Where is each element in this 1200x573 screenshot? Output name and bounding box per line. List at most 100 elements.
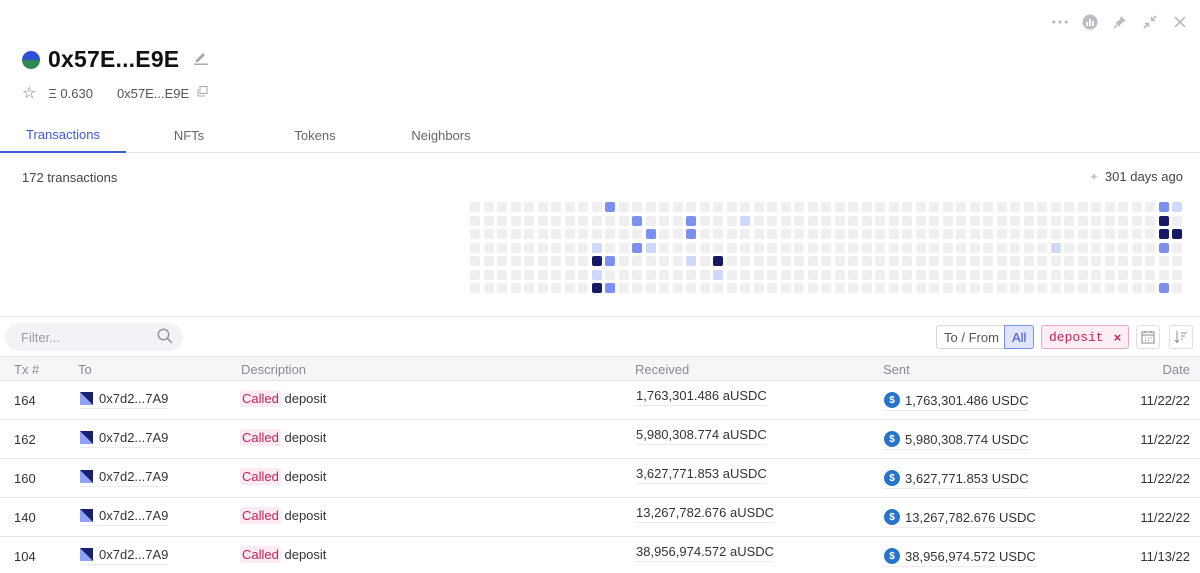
activity-cell bbox=[969, 256, 980, 266]
to-address: 0x7d2...7A9 bbox=[99, 508, 169, 523]
tab-tokens[interactable]: Tokens bbox=[294, 128, 336, 143]
activity-cell bbox=[686, 269, 696, 280]
tab-neighbors[interactable]: Neighbors bbox=[411, 128, 471, 143]
to-address-link[interactable]: 0x7d2...7A9 bbox=[80, 508, 169, 526]
activity-cell bbox=[1077, 269, 1088, 280]
activity-cell bbox=[1077, 229, 1088, 239]
sent-amount[interactable]: $3,627,771.853 USDC bbox=[884, 470, 1029, 489]
activity-cell-active[interactable] bbox=[686, 229, 696, 239]
activity-cell bbox=[1091, 283, 1101, 293]
to-address-link[interactable]: 0x7d2...7A9 bbox=[80, 547, 169, 565]
filter-input[interactable] bbox=[5, 323, 183, 351]
activity-cell-active[interactable] bbox=[591, 283, 602, 293]
star-icon[interactable]: ☆ bbox=[22, 85, 37, 102]
activity-cell-active[interactable] bbox=[1158, 242, 1169, 253]
all-toggle[interactable]: All bbox=[1004, 325, 1035, 349]
more-icon[interactable] bbox=[1052, 14, 1068, 30]
to-address-link[interactable]: 0x7d2...7A9 bbox=[80, 391, 169, 409]
activity-cell-active[interactable] bbox=[740, 215, 750, 226]
activity-cell bbox=[537, 283, 548, 293]
sent-amount[interactable]: $1,763,301.486 USDC bbox=[884, 392, 1029, 411]
remove-chip-icon[interactable]: × bbox=[1113, 329, 1122, 345]
sort-button[interactable] bbox=[1169, 325, 1193, 349]
activity-cell bbox=[524, 242, 534, 253]
activity-cell-active[interactable] bbox=[686, 215, 696, 226]
activity-cell bbox=[1050, 283, 1061, 293]
activity-cell bbox=[902, 242, 912, 253]
chart-icon[interactable] bbox=[1082, 14, 1098, 30]
header-tx[interactable]: Tx # bbox=[14, 362, 40, 377]
activity-cell bbox=[1077, 202, 1088, 212]
activity-cell bbox=[483, 229, 494, 239]
tab-nfts[interactable]: NFTs bbox=[173, 128, 205, 143]
activity-cell-active[interactable] bbox=[713, 269, 723, 280]
method-name: deposit bbox=[284, 391, 327, 406]
received-amount[interactable]: 3,627,771.853 aUSDC bbox=[636, 466, 767, 484]
header-description[interactable]: Description bbox=[241, 362, 307, 377]
sent-amount[interactable]: $13,267,782.676 USDC bbox=[884, 509, 1036, 528]
table-row[interactable]: 104 0x7d2...7A9 Called deposit 38,956,974.5… bbox=[0, 537, 1200, 573]
activity-cell-active[interactable] bbox=[1172, 229, 1182, 239]
search-icon[interactable] bbox=[157, 328, 173, 349]
activity-cell-active[interactable] bbox=[591, 242, 602, 253]
to-address-link[interactable]: 0x7d2...7A9 bbox=[80, 430, 169, 448]
activity-cell-active[interactable] bbox=[1050, 242, 1061, 253]
received-amount[interactable]: 1,763,301.486 aUSDC bbox=[636, 388, 767, 406]
collapse-icon[interactable] bbox=[1142, 14, 1158, 30]
activity-cell-active[interactable] bbox=[605, 202, 615, 212]
activity-cell-active[interactable] bbox=[1158, 202, 1169, 212]
activity-cell bbox=[564, 242, 575, 253]
deposit-filter-chip[interactable]: deposit × bbox=[1041, 325, 1130, 349]
activity-cell-active[interactable] bbox=[632, 215, 642, 226]
edit-icon[interactable] bbox=[193, 49, 209, 70]
activity-cell bbox=[875, 215, 885, 226]
activity-cell-active[interactable] bbox=[605, 256, 615, 266]
received-amount[interactable]: 13,267,782.676 aUSDC bbox=[636, 505, 775, 523]
activity-cell bbox=[834, 202, 845, 212]
activity-cell-active[interactable] bbox=[1172, 202, 1182, 212]
activity-cell-active[interactable] bbox=[713, 256, 723, 266]
tx-date: 11/13/22 bbox=[1140, 549, 1190, 564]
sent-amount[interactable]: $5,980,308.774 USDC bbox=[884, 431, 1029, 450]
header-sent[interactable]: Sent bbox=[883, 362, 910, 377]
activity-cell-active[interactable] bbox=[591, 256, 602, 266]
activity-cell-active[interactable] bbox=[686, 256, 696, 266]
activity-cell bbox=[672, 229, 683, 239]
header-to[interactable]: To bbox=[78, 362, 92, 377]
table-row[interactable]: 160 0x7d2...7A9 Called deposit 3,627,771.85… bbox=[0, 459, 1200, 498]
header-date[interactable]: Date bbox=[1162, 362, 1190, 377]
activity-cell-active[interactable] bbox=[632, 242, 642, 253]
header-received[interactable]: Received bbox=[635, 362, 690, 377]
to-address-link[interactable]: 0x7d2...7A9 bbox=[80, 469, 169, 487]
activity-cell-active[interactable] bbox=[591, 269, 602, 280]
activity-cell-active[interactable] bbox=[605, 283, 615, 293]
activity-cell-active[interactable] bbox=[645, 229, 656, 239]
pin-icon[interactable] bbox=[1112, 14, 1128, 30]
table-row[interactable]: 164 0x7d2...7A9 Called deposit 1,763,301.48… bbox=[0, 381, 1200, 420]
table-row[interactable]: 140 0x7d2...7A9 Called deposit 13,267,782.6… bbox=[0, 498, 1200, 537]
received-amount[interactable]: 38,956,974.572 aUSDC bbox=[636, 544, 775, 562]
activity-cell bbox=[1091, 229, 1101, 239]
activity-cell-active[interactable] bbox=[1158, 215, 1169, 226]
activity-cell bbox=[1023, 242, 1034, 253]
tab-transactions[interactable]: Transactions bbox=[0, 118, 126, 153]
calendar-button[interactable] bbox=[1136, 325, 1160, 349]
received-amount[interactable]: 5,980,308.774 aUSDC bbox=[636, 427, 767, 445]
sent-amount[interactable]: $38,956,974.572 USDC bbox=[884, 548, 1036, 567]
activity-cell bbox=[753, 283, 764, 293]
activity-cell-active[interactable] bbox=[1158, 283, 1169, 293]
activity-cell bbox=[875, 269, 885, 280]
copy-icon[interactable] bbox=[197, 86, 208, 100]
activity-cell-active[interactable] bbox=[1158, 229, 1169, 239]
activity-cell bbox=[1064, 202, 1074, 212]
to-from-toggle[interactable]: To / From bbox=[936, 325, 1006, 349]
table-row[interactable]: 162 0x7d2...7A9 Called deposit 5,980,308.77… bbox=[0, 420, 1200, 459]
activity-cell bbox=[578, 283, 588, 293]
activity-cell bbox=[470, 215, 480, 226]
activity-cell-active[interactable] bbox=[645, 242, 656, 253]
activity-cell bbox=[794, 202, 804, 212]
close-icon[interactable] bbox=[1172, 14, 1188, 30]
activity-cell bbox=[699, 215, 710, 226]
activity-cell bbox=[956, 256, 966, 266]
activity-cell bbox=[659, 202, 669, 212]
